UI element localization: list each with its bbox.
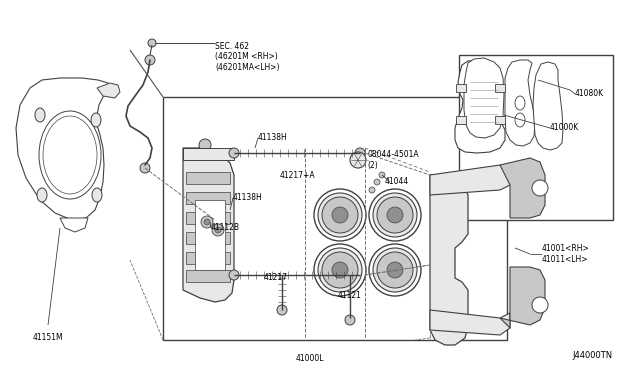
Circle shape bbox=[140, 163, 150, 173]
Circle shape bbox=[532, 180, 548, 196]
Text: 41080K: 41080K bbox=[575, 90, 604, 99]
Polygon shape bbox=[495, 116, 505, 124]
Bar bbox=[163, 97, 507, 340]
Text: 41044: 41044 bbox=[385, 177, 409, 186]
Polygon shape bbox=[183, 148, 234, 302]
Circle shape bbox=[204, 219, 210, 225]
Ellipse shape bbox=[515, 96, 525, 110]
Polygon shape bbox=[183, 148, 234, 160]
Text: 41001<RH>
41011<LH>: 41001<RH> 41011<LH> bbox=[542, 244, 589, 264]
Circle shape bbox=[379, 172, 385, 178]
Ellipse shape bbox=[387, 207, 403, 223]
Ellipse shape bbox=[314, 189, 366, 241]
Circle shape bbox=[355, 148, 365, 158]
Circle shape bbox=[199, 139, 211, 151]
Text: 41121: 41121 bbox=[338, 292, 362, 301]
Polygon shape bbox=[430, 175, 468, 345]
Polygon shape bbox=[456, 116, 466, 124]
Ellipse shape bbox=[92, 188, 102, 202]
Polygon shape bbox=[456, 84, 466, 92]
Ellipse shape bbox=[314, 244, 366, 296]
Ellipse shape bbox=[515, 113, 525, 127]
Polygon shape bbox=[195, 200, 225, 270]
Polygon shape bbox=[464, 58, 504, 138]
Circle shape bbox=[355, 270, 365, 280]
Ellipse shape bbox=[37, 188, 47, 202]
Ellipse shape bbox=[369, 189, 421, 241]
Text: 41112B: 41112B bbox=[211, 224, 240, 232]
Ellipse shape bbox=[332, 262, 348, 278]
Polygon shape bbox=[500, 158, 545, 218]
Ellipse shape bbox=[387, 262, 403, 278]
Ellipse shape bbox=[39, 111, 101, 199]
Ellipse shape bbox=[35, 108, 45, 122]
Polygon shape bbox=[16, 78, 110, 220]
Bar bbox=[186, 270, 230, 282]
Ellipse shape bbox=[332, 207, 348, 223]
Circle shape bbox=[374, 179, 380, 185]
Text: 41138H: 41138H bbox=[258, 134, 288, 142]
Ellipse shape bbox=[318, 248, 362, 292]
Bar bbox=[186, 192, 230, 204]
Ellipse shape bbox=[43, 116, 97, 194]
Circle shape bbox=[229, 148, 239, 158]
Ellipse shape bbox=[91, 113, 101, 127]
Ellipse shape bbox=[318, 193, 362, 237]
Bar bbox=[186, 212, 230, 224]
Text: 41138H: 41138H bbox=[233, 193, 263, 202]
Circle shape bbox=[201, 216, 213, 228]
Circle shape bbox=[369, 187, 375, 193]
Bar bbox=[459, 55, 613, 220]
Ellipse shape bbox=[322, 197, 358, 233]
Ellipse shape bbox=[377, 252, 413, 288]
Circle shape bbox=[229, 270, 239, 280]
Bar bbox=[186, 232, 230, 244]
Circle shape bbox=[350, 152, 366, 168]
Text: 41151M: 41151M bbox=[33, 333, 63, 342]
Text: 41217: 41217 bbox=[264, 273, 288, 282]
Text: J44000TN: J44000TN bbox=[572, 350, 612, 359]
Ellipse shape bbox=[369, 244, 421, 296]
Polygon shape bbox=[455, 60, 505, 153]
Polygon shape bbox=[533, 62, 563, 150]
Polygon shape bbox=[60, 218, 88, 232]
Text: 41217+A: 41217+A bbox=[280, 170, 316, 180]
Polygon shape bbox=[500, 267, 545, 328]
Ellipse shape bbox=[373, 193, 417, 237]
Circle shape bbox=[148, 39, 156, 47]
Circle shape bbox=[277, 305, 287, 315]
Ellipse shape bbox=[373, 248, 417, 292]
Polygon shape bbox=[467, 67, 500, 134]
Circle shape bbox=[345, 315, 355, 325]
Bar bbox=[186, 252, 230, 264]
Polygon shape bbox=[430, 310, 510, 335]
Polygon shape bbox=[495, 84, 505, 92]
Circle shape bbox=[532, 297, 548, 313]
Polygon shape bbox=[505, 60, 535, 146]
Circle shape bbox=[212, 224, 224, 236]
Circle shape bbox=[145, 55, 155, 65]
Ellipse shape bbox=[322, 252, 358, 288]
Polygon shape bbox=[430, 165, 510, 195]
Circle shape bbox=[215, 227, 221, 233]
Polygon shape bbox=[97, 83, 120, 98]
Bar bbox=[186, 172, 230, 184]
Text: 41000L: 41000L bbox=[296, 354, 324, 363]
Text: 08044-4501A
(2): 08044-4501A (2) bbox=[367, 150, 419, 170]
Text: 41000K: 41000K bbox=[550, 124, 579, 132]
Text: SEC. 462
(46201M <RH>)
(46201MA<LH>): SEC. 462 (46201M <RH>) (46201MA<LH>) bbox=[215, 42, 280, 72]
Ellipse shape bbox=[377, 197, 413, 233]
